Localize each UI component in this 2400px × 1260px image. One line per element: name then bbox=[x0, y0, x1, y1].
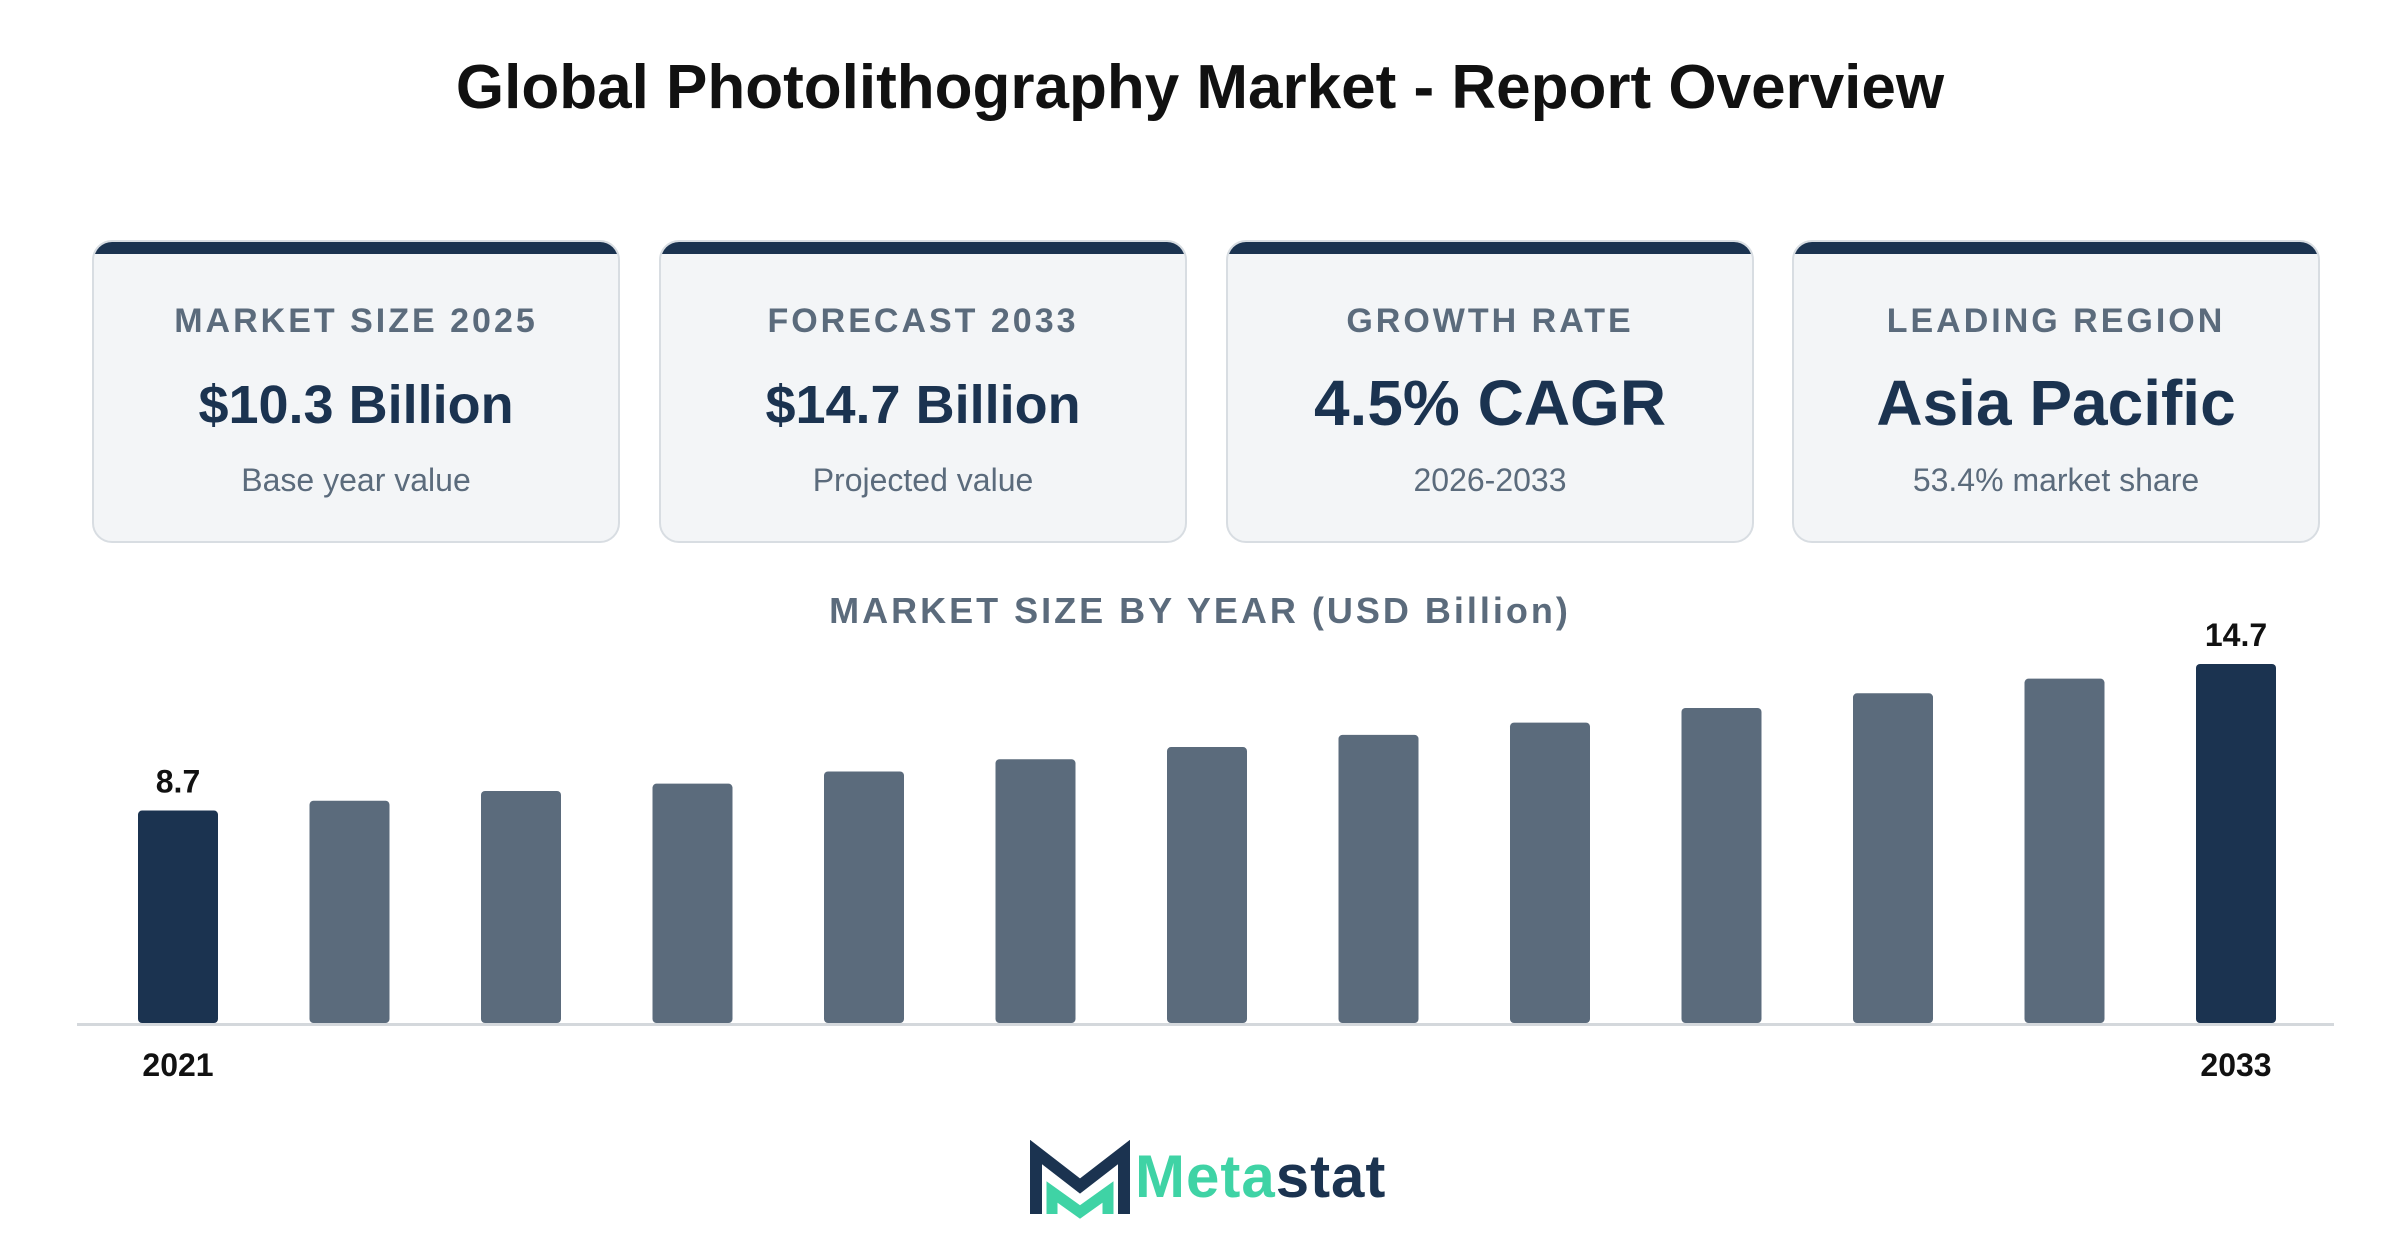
bar-2029 bbox=[1510, 722, 1590, 1023]
kpi-value: $14.7 Billion bbox=[765, 375, 1081, 435]
logo-text-meta: Meta bbox=[1135, 1143, 1276, 1210]
bar-2024 bbox=[652, 783, 733, 1023]
kpi-label: FORECAST 2033 bbox=[767, 302, 1079, 340]
bar-2025 bbox=[824, 771, 904, 1023]
bar-2031 bbox=[1853, 693, 1933, 1023]
bar-2023 bbox=[481, 790, 561, 1023]
page-title: Global Photolithography Market - Report … bbox=[455, 53, 1945, 122]
bar-value-label-2021: 8.7 bbox=[156, 764, 200, 800]
bar-value-label-2033: 14.7 bbox=[2205, 617, 2267, 653]
kpi-card-forecast: FORECAST 2033 $14.7 Billion Projected va… bbox=[659, 240, 1187, 543]
bar-2022 bbox=[309, 800, 390, 1023]
logo-wordmark: Metastat bbox=[1135, 1142, 1386, 1211]
kpi-card-growth-rate: GROWTH RATE 4.5% CAGR 2026-2033 bbox=[1226, 240, 1754, 543]
kpi-value: Asia Pacific bbox=[1876, 367, 2236, 439]
bar-2027 bbox=[1167, 747, 1247, 1023]
x-tick-label-2033: 2033 bbox=[2200, 1047, 2271, 1083]
logo-text-stat: stat bbox=[1275, 1143, 1387, 1210]
metastat-m-icon bbox=[1030, 1140, 1130, 1219]
chart-title: MARKET SIZE BY YEAR (USD Billion) bbox=[829, 590, 1571, 631]
bar-2021 bbox=[138, 810, 218, 1023]
kpi-label: GROWTH RATE bbox=[1346, 302, 1634, 340]
kpi-subtext: Base year value bbox=[241, 462, 471, 498]
kpi-subtext: Projected value bbox=[812, 462, 1034, 498]
bar-2032 bbox=[2024, 678, 2105, 1023]
kpi-value: $10.3 Billion bbox=[198, 375, 514, 435]
kpi-cards: MARKET SIZE 2025 $10.3 Billion Base year… bbox=[92, 240, 2320, 543]
kpi-card-market-size: MARKET SIZE 2025 $10.3 Billion Base year… bbox=[92, 240, 620, 543]
bar-2033 bbox=[2196, 664, 2276, 1023]
kpi-label: LEADING REGION bbox=[1886, 302, 2226, 340]
bar-2028 bbox=[1338, 734, 1419, 1023]
kpi-value: 4.5% CAGR bbox=[1313, 367, 1667, 439]
kpi-subtext: 53.4% market share bbox=[1912, 462, 2200, 498]
bar-2030 bbox=[1681, 707, 1762, 1023]
metastat-logo: Metastat bbox=[1030, 1140, 1390, 1220]
kpi-subtext: 2026-2033 bbox=[1413, 462, 1567, 498]
kpi-label: MARKET SIZE 2025 bbox=[174, 302, 538, 340]
x-tick-label-2021: 2021 bbox=[142, 1047, 213, 1083]
market-size-bar-chart: 8.7 2021 14.7 2033 bbox=[77, 617, 2334, 1083]
bar-2026 bbox=[995, 759, 1076, 1023]
kpi-card-leading-region: LEADING REGION Asia Pacific 53.4% market… bbox=[1792, 240, 2320, 543]
